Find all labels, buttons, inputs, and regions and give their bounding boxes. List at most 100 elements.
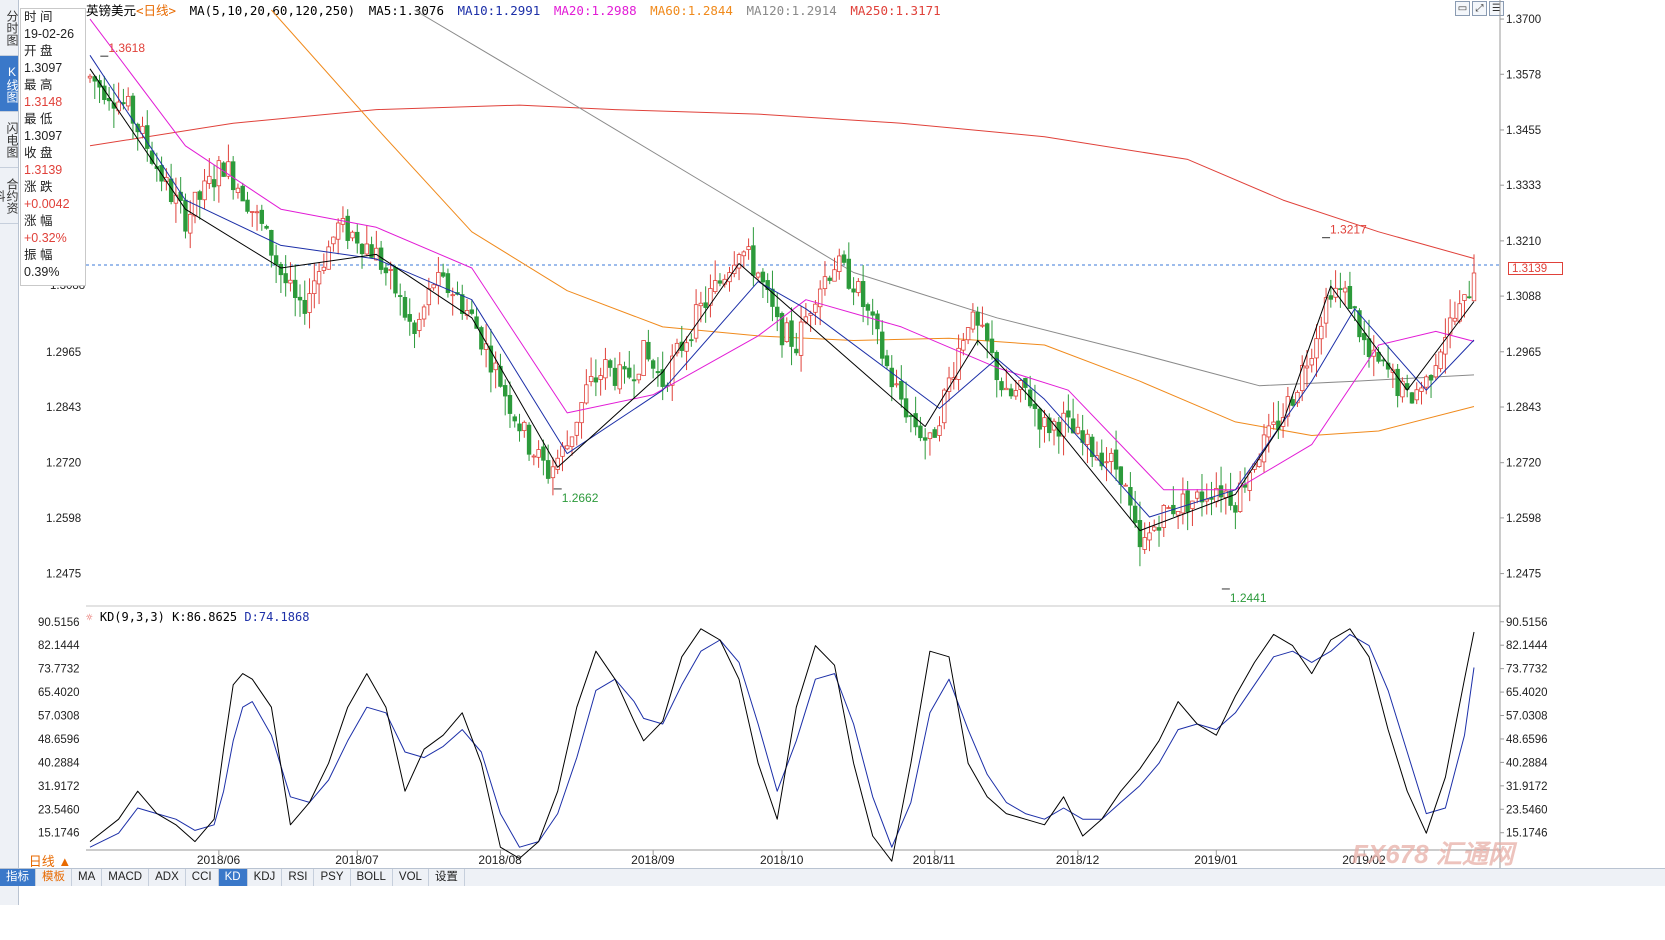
candle — [631, 364, 637, 399]
candle-body — [603, 359, 608, 379]
candle — [856, 278, 861, 297]
tab-macd[interactable]: MACD — [102, 869, 150, 886]
period-selector[interactable]: 日线 ▲ — [28, 854, 72, 869]
candle-body — [922, 437, 928, 441]
tab-timeshare[interactable]: 分时图 — [0, 0, 19, 56]
date-tick-label: 2018/09 — [631, 853, 675, 867]
tab-adx[interactable]: ADX — [149, 869, 186, 886]
candle-body — [1132, 505, 1138, 523]
candle — [517, 413, 522, 442]
candle — [1328, 279, 1334, 308]
restore-icon[interactable]: ▭ — [1455, 1, 1470, 16]
candle-body — [932, 429, 937, 438]
fullscreen-icon[interactable]: ⤢ — [1472, 1, 1487, 16]
tab-rsi[interactable]: RSI — [282, 869, 315, 886]
candle-body — [522, 421, 527, 432]
ma60-readout: MA60:1.2844 — [650, 3, 733, 18]
tab-psy[interactable]: PSY — [314, 869, 351, 886]
candle — [1467, 280, 1472, 299]
candle — [526, 422, 532, 461]
tab-contract-info[interactable]: 合约资料 — [0, 168, 19, 224]
candle — [1471, 254, 1477, 302]
candle-body — [1252, 463, 1257, 470]
candle — [832, 257, 837, 282]
candle-body — [574, 421, 579, 436]
tab-indicators[interactable]: 指标 — [0, 869, 36, 886]
kd-left-tick-label: 82.1444 — [38, 640, 80, 652]
candle-body — [1400, 380, 1405, 398]
kd-header: ☼ KD(9,3,3) K:86.8625 D:74.1868 — [86, 610, 309, 624]
tab-templates[interactable]: 模板 — [36, 869, 72, 886]
candle-body — [884, 355, 890, 367]
candle — [312, 262, 317, 309]
candle-body — [961, 340, 966, 351]
candle-body — [679, 341, 684, 351]
candle-body — [1433, 365, 1439, 378]
tab-cci[interactable]: CCI — [186, 869, 219, 886]
candle-body — [631, 379, 637, 382]
candle-body — [660, 369, 665, 387]
candle-body — [689, 339, 694, 342]
candle-body — [712, 280, 718, 292]
left-price-label: 1.2965 — [46, 347, 81, 359]
date-tick-label: 2019/02 — [1342, 853, 1386, 867]
candle — [269, 229, 274, 268]
candle-body — [965, 327, 971, 341]
kd-left-tick-label: 57.0308 — [38, 711, 80, 723]
candle — [555, 449, 560, 475]
candle — [493, 351, 498, 389]
tab-boll[interactable]: BOLL — [351, 869, 393, 886]
candle — [650, 358, 656, 379]
candle-body — [502, 385, 508, 397]
candle-body — [865, 304, 871, 311]
tab-vol[interactable]: VOL — [393, 869, 429, 886]
candle — [1309, 348, 1314, 373]
candle-body — [1304, 365, 1310, 369]
candle-body — [1285, 396, 1291, 417]
date-tick-label: 2018/06 — [197, 853, 241, 867]
candle-body — [545, 460, 551, 479]
candle — [951, 362, 957, 390]
candle — [1008, 383, 1014, 399]
candle — [412, 320, 417, 349]
fx678-logo: FX678 汇通网 — [1352, 839, 1514, 869]
tab-ma[interactable]: MA — [72, 869, 103, 886]
candle-body — [832, 269, 837, 282]
candle — [1371, 335, 1376, 377]
price-tick-label: 1.2843 — [1506, 402, 1541, 414]
candle — [259, 204, 265, 231]
candle-body — [216, 160, 222, 187]
candle — [708, 274, 713, 318]
candle-body — [369, 244, 374, 258]
candle-body — [1218, 485, 1224, 498]
candle — [660, 351, 665, 401]
tab-settings[interactable]: 设置 — [429, 869, 465, 886]
candle — [932, 427, 937, 438]
candle — [426, 277, 432, 316]
candle-body — [479, 327, 484, 350]
candle — [1395, 364, 1400, 408]
candle-body — [1032, 403, 1038, 409]
kd-tick-label: 31.9172 — [1506, 781, 1548, 793]
candle — [903, 381, 909, 423]
tab-kdj[interactable]: KDJ — [248, 869, 283, 886]
candle — [789, 307, 794, 366]
tab-kline[interactable]: K线图 — [0, 56, 19, 112]
candle — [1414, 382, 1419, 405]
candle-body — [703, 302, 708, 308]
candle-body — [598, 375, 603, 380]
candle-body — [684, 342, 689, 352]
candle — [398, 283, 403, 316]
candle-body — [1175, 511, 1181, 516]
candle — [770, 270, 775, 322]
kd-tick-label: 40.2884 — [1506, 757, 1548, 769]
candle — [1109, 448, 1114, 474]
kd-settings-icon[interactable]: ☼ — [86, 611, 93, 624]
candle-body — [388, 269, 393, 271]
candle — [278, 261, 284, 293]
candle — [235, 183, 241, 199]
tab-kd[interactable]: KD — [218, 869, 248, 886]
candle — [1013, 379, 1019, 400]
tab-flash[interactable]: 闪电图 — [0, 112, 19, 168]
